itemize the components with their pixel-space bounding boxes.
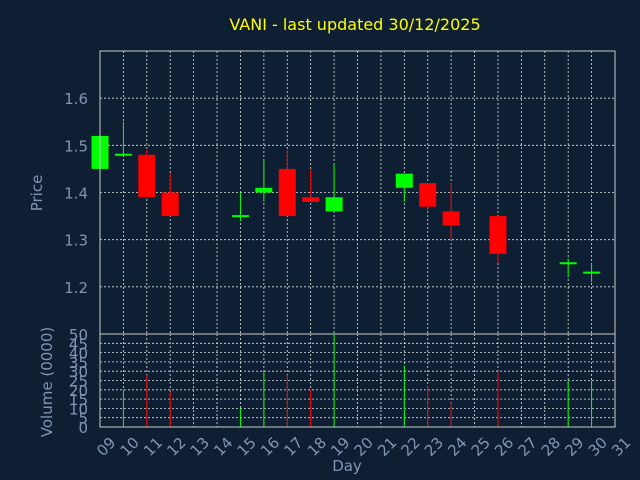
day-tick-label: 13 <box>187 434 213 460</box>
day-tick-label: 18 <box>304 434 330 460</box>
day-tick-label: 29 <box>561 434 587 460</box>
volume-tick-label: 5 <box>78 410 88 428</box>
candle-11 <box>138 150 156 198</box>
volume-tick-label: 15 <box>69 391 88 409</box>
price-tick-label: 1.2 <box>64 279 88 297</box>
volume-tick-label: 25 <box>69 373 88 391</box>
candle-24 <box>442 183 460 240</box>
candle-22 <box>395 173 413 202</box>
price-panel: 1.2 1.3 1.4 1.5 1.6 Price <box>28 50 616 335</box>
day-tick-label: 11 <box>140 434 166 460</box>
volume-tick-label: 35 <box>69 354 88 372</box>
day-tick-label: 25 <box>468 434 494 460</box>
candle-18 <box>302 168 320 202</box>
day-tick-label: 23 <box>421 434 447 460</box>
candle-15 <box>231 192 249 221</box>
candle-17 <box>278 150 296 217</box>
candle-19 <box>325 164 343 212</box>
volume-tick-label: 0 <box>78 419 88 437</box>
candle-body <box>442 211 460 226</box>
price-candles <box>91 121 601 283</box>
price-tick-labels: 1.2 1.3 1.4 1.5 1.6 <box>64 90 88 297</box>
price-tick-label: 1.5 <box>64 137 88 155</box>
candle-23 <box>419 183 437 212</box>
candle-body <box>138 154 156 198</box>
volume-axis-label: Volume (0000) <box>38 327 56 437</box>
day-tick-label: 10 <box>117 434 143 460</box>
day-tick-label: 22 <box>397 434 423 460</box>
volume-tick-label: 10 <box>69 400 88 418</box>
candle-body <box>302 197 320 202</box>
candle-body <box>278 168 296 217</box>
candle-body <box>395 173 413 188</box>
candle-30 <box>583 263 601 283</box>
volume-tick-label: 30 <box>69 363 88 381</box>
volume-panel-frame <box>99 333 616 428</box>
day-tick-labels: 0910111213141516171819202122232425262728… <box>93 434 634 460</box>
day-tick-label: 14 <box>210 434 236 460</box>
candle-body <box>325 197 343 212</box>
volume-tick-label: 45 <box>69 335 88 353</box>
day-tick-label: 15 <box>234 434 260 460</box>
price-tick-label: 1.4 <box>64 185 88 203</box>
candle-body <box>255 187 273 193</box>
day-tick-label: 17 <box>280 434 306 460</box>
day-tick-label: 27 <box>515 434 541 460</box>
price-tick-label: 1.6 <box>64 90 88 108</box>
volume-gridlines <box>99 333 616 428</box>
candle-16 <box>255 159 273 202</box>
day-tick-label: 21 <box>374 434 400 460</box>
candle-body <box>161 192 179 217</box>
volume-bars <box>122 334 593 427</box>
day-tick-label: 28 <box>538 434 564 460</box>
day-tick-label: 30 <box>585 434 611 460</box>
price-tick-label: 1.3 <box>64 232 88 250</box>
day-tick-label: 31 <box>608 434 634 460</box>
chart-title: VANI - last updated 30/12/2025 <box>229 15 480 34</box>
day-tick-label: 24 <box>444 434 470 460</box>
volume-tick-label: 40 <box>69 345 88 363</box>
day-tick-label: 20 <box>351 434 377 460</box>
day-tick-label: 19 <box>327 434 353 460</box>
candle-26 <box>489 216 507 264</box>
day-tick-label: 16 <box>257 434 283 460</box>
candle-12 <box>161 173 179 217</box>
candle-10 <box>114 121 132 156</box>
candle-body <box>489 216 507 254</box>
day-tick-label: 12 <box>163 434 189 460</box>
candle-body <box>419 183 437 207</box>
day-tick-label: 09 <box>93 434 119 460</box>
candle-29 <box>559 258 577 278</box>
volume-tick-label: 20 <box>69 382 88 400</box>
day-axis-label: Day <box>332 457 362 475</box>
volume-tick-label: 50 <box>69 326 88 344</box>
price-axis-label: Price <box>28 175 46 212</box>
day-tick-label: 26 <box>491 434 517 460</box>
